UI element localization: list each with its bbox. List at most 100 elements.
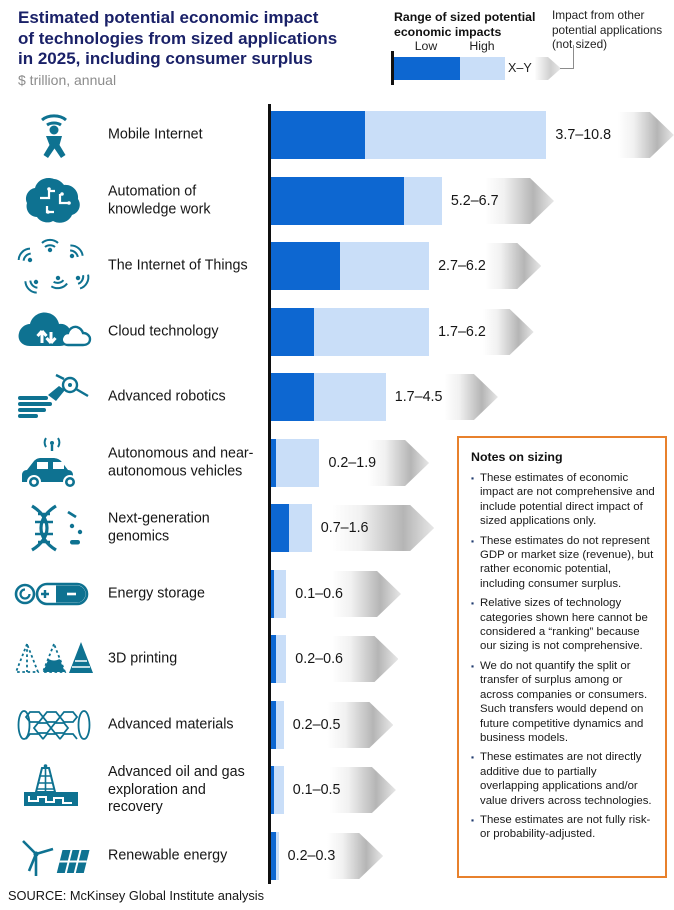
notes-bullet: ▪ These estimates are not directly additi… — [471, 750, 655, 808]
notes-bullet-text: Relative sizes of technology categories … — [480, 597, 648, 653]
chart-row: Advanced robotics 1.7–4.5 — [0, 373, 674, 421]
legend-arrow-icon — [535, 57, 561, 80]
chart-row: Energy storage 0.1–0.6 — [0, 570, 674, 618]
impact-bar-high-segment — [271, 373, 386, 421]
printing-3d-icon — [10, 630, 98, 688]
impact-range-label: 0.2–0.6 — [295, 651, 343, 667]
notes-bullet: ▪ We do not quantify the split or transfe… — [471, 659, 655, 745]
technology-label: Advanced oil and gas exploration and rec… — [108, 763, 245, 815]
notes-bullet-text: These estimates of economic impact are n… — [480, 472, 655, 528]
bullet-marker: ▪ — [471, 660, 475, 671]
impact-range-label: 3.7–10.8 — [555, 127, 612, 143]
impact-bar-high-segment — [271, 308, 430, 356]
impact-bar-low-segment — [271, 701, 277, 749]
chart-row: Advanced materials 0.2–0.5 — [0, 701, 674, 749]
legend-heading: Range of sized potential economic impact… — [394, 10, 559, 40]
axis-line — [268, 104, 271, 884]
oil-gas-icon — [10, 761, 98, 819]
legend-heading-line-1: Range of sized potential — [394, 10, 536, 24]
bullet-marker: ▪ — [471, 752, 475, 763]
technology-label: Autonomous and near-autonomous vehicles — [108, 445, 254, 480]
notes-bullet-text: These estimates are not directly additiv… — [480, 751, 652, 807]
chart-row: Autonomous and near-autonomous vehicles 0… — [0, 437, 674, 489]
legend-axis-tick — [391, 51, 394, 85]
impact-bar-high-segment — [271, 766, 284, 814]
bullet-marker: ▪ — [471, 814, 475, 825]
cloud-technology-icon — [10, 303, 98, 361]
impact-bar-high-segment — [271, 177, 442, 225]
advanced-materials-icon — [10, 696, 98, 754]
other-applications-arrow — [485, 243, 541, 289]
impact-bar-high-segment — [271, 242, 430, 290]
impact-bar-low-segment — [271, 504, 289, 552]
impact-bar-low-segment — [271, 373, 315, 421]
impact-bar-low-segment — [271, 832, 277, 880]
impact-range-label: 1.7–6.2 — [438, 324, 486, 340]
unit-subtitle: $ trillion, annual — [18, 72, 117, 88]
advanced-robotics-icon — [10, 368, 98, 426]
mobile-internet-icon — [10, 106, 98, 164]
technology-label: Advanced robotics — [108, 388, 226, 405]
notes-bullet: ▪ Relative sizes of technology categories… — [471, 596, 655, 654]
internet-of-things-icon — [10, 237, 98, 295]
technology-label: Energy storage — [108, 585, 205, 602]
impact-range-label: 0.7–1.6 — [320, 520, 369, 536]
impact-bar-high-segment — [271, 635, 287, 683]
legend-high-swatch — [460, 57, 505, 80]
legend-other-line-1: Impact from other — [552, 8, 645, 22]
notes-bullet: ▪ These estimates do not represent GDP or… — [471, 534, 655, 592]
impact-bar-low-segment — [271, 111, 366, 159]
legend-low-label: Low — [414, 39, 438, 53]
impact-range-label: 0.2–0.3 — [287, 848, 336, 864]
other-applications-arrow — [327, 833, 383, 879]
impact-range-label: 0.2–1.9 — [328, 455, 377, 471]
page-title-line-3: in 2025, including consumer surplus — [18, 49, 313, 68]
legend-range-example: X–Y — [508, 61, 532, 75]
chart-row: The Internet of Things 2.7–6.2 — [0, 238, 674, 294]
energy-storage-icon — [10, 565, 98, 623]
other-applications-arrow — [332, 505, 434, 551]
chart-row: Cloud technology 1.7–6.2 — [0, 308, 674, 356]
chart-row: Next-generation genomics 0.7–1.6 — [0, 504, 674, 552]
notes-bullet-text: We do not quantify the split or transfer… — [480, 659, 648, 744]
impact-range-label: 0.1–0.6 — [295, 586, 343, 602]
legend-heading-line-2: economic impacts — [394, 25, 502, 39]
impact-bar-low-segment — [271, 177, 404, 225]
impact-bar-low-segment — [271, 766, 274, 814]
impact-range-label: 5.2–6.7 — [450, 193, 499, 209]
notes-bullet-text: These estimates are not fully risk- or p… — [480, 813, 651, 841]
technology-label: 3D printing — [108, 650, 178, 667]
impact-bar-high-segment — [271, 111, 547, 159]
page-title: Estimated potential economic impact of t… — [18, 8, 390, 70]
bullet-marker: ▪ — [471, 473, 475, 483]
knowledge-automation-icon — [10, 172, 98, 230]
renewable-energy-icon — [10, 827, 98, 885]
impact-bar-low-segment — [271, 635, 277, 683]
notes-bullet: ▪ These estimates are not fully risk- or … — [471, 813, 655, 842]
impact-bar-low-segment — [271, 308, 315, 356]
chart-row: Advanced oil and gas exploration and rec… — [0, 763, 674, 815]
page-title-line-1: Estimated potential economic impact — [18, 8, 319, 27]
legend-other-line-3: (not sized) — [552, 37, 608, 51]
other-applications-arrow — [368, 440, 429, 486]
notes-bullet-text: These estimates do not represent GDP or … — [480, 534, 654, 590]
impact-range-label: 0.1–0.5 — [292, 782, 341, 798]
bullet-marker: ▪ — [471, 598, 475, 609]
chart-row: Automation of knowledge work 5.2–6.7 — [0, 177, 674, 225]
impact-bar-low-segment — [271, 570, 274, 618]
technology-label: Automation of knowledge work — [108, 183, 211, 218]
technology-label: Next-generation genomics — [108, 510, 210, 545]
technology-label: Cloud technology — [108, 323, 219, 340]
source-line: SOURCE: McKinsey Global Institute analys… — [8, 888, 265, 903]
legend-other-line-2: potential applications — [552, 22, 663, 37]
technology-label: Advanced materials — [108, 716, 234, 733]
autonomous-vehicles-icon — [10, 434, 98, 492]
legend-high-label: High — [469, 39, 495, 53]
impact-bar-low-segment — [271, 242, 340, 290]
impact-bar-high-segment — [271, 570, 287, 618]
impact-bar-high-segment — [271, 439, 320, 487]
impact-bar-high-segment — [271, 504, 312, 552]
impact-range-label: 0.2–0.5 — [292, 717, 341, 733]
impact-range-label: 2.7–6.2 — [438, 258, 486, 274]
